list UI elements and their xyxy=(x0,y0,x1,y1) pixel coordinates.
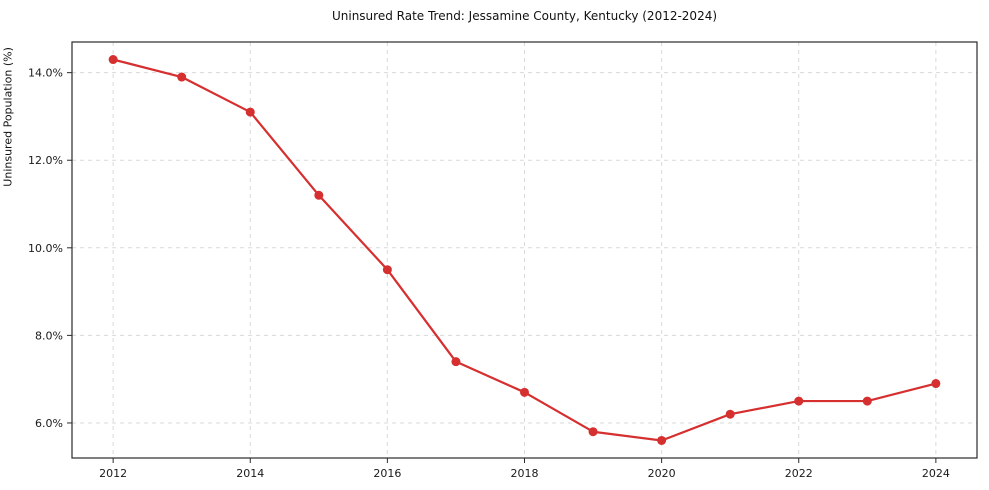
chart-title: Uninsured Rate Trend: Jessamine County, … xyxy=(331,9,718,23)
data-point-marker xyxy=(177,72,187,82)
data-point-marker xyxy=(382,265,392,275)
y-axis-label: Uninsured Population (%) xyxy=(1,47,15,187)
data-point-marker xyxy=(108,55,118,65)
data-point-marker xyxy=(862,396,872,406)
x-tick-label: 2014 xyxy=(236,467,264,480)
y-tick-label: 12.0% xyxy=(28,154,63,167)
x-tick-label: 2018 xyxy=(511,467,539,480)
x-tick-label: 2016 xyxy=(373,467,401,480)
data-point-marker xyxy=(451,357,461,367)
data-point-marker xyxy=(657,435,667,445)
data-point-marker xyxy=(520,387,529,397)
y-tick-label: 10.0% xyxy=(28,242,63,255)
y-tick-label: 6.0% xyxy=(35,417,63,430)
y-tick-label: 14.0% xyxy=(28,67,63,80)
data-point-marker xyxy=(794,396,804,406)
data-point-marker xyxy=(314,190,324,200)
data-point-marker xyxy=(245,107,255,117)
x-tick-label: 2022 xyxy=(785,467,813,480)
data-point-marker xyxy=(588,427,598,437)
plot-frame xyxy=(71,41,978,459)
x-tick-label: 2024 xyxy=(922,467,950,480)
x-tick-label: 2012 xyxy=(99,467,127,480)
data-point-marker xyxy=(725,409,735,419)
x-tick-label: 2020 xyxy=(648,467,676,480)
data-point-marker xyxy=(931,379,941,389)
y-tick-label: 8.0% xyxy=(35,329,63,342)
